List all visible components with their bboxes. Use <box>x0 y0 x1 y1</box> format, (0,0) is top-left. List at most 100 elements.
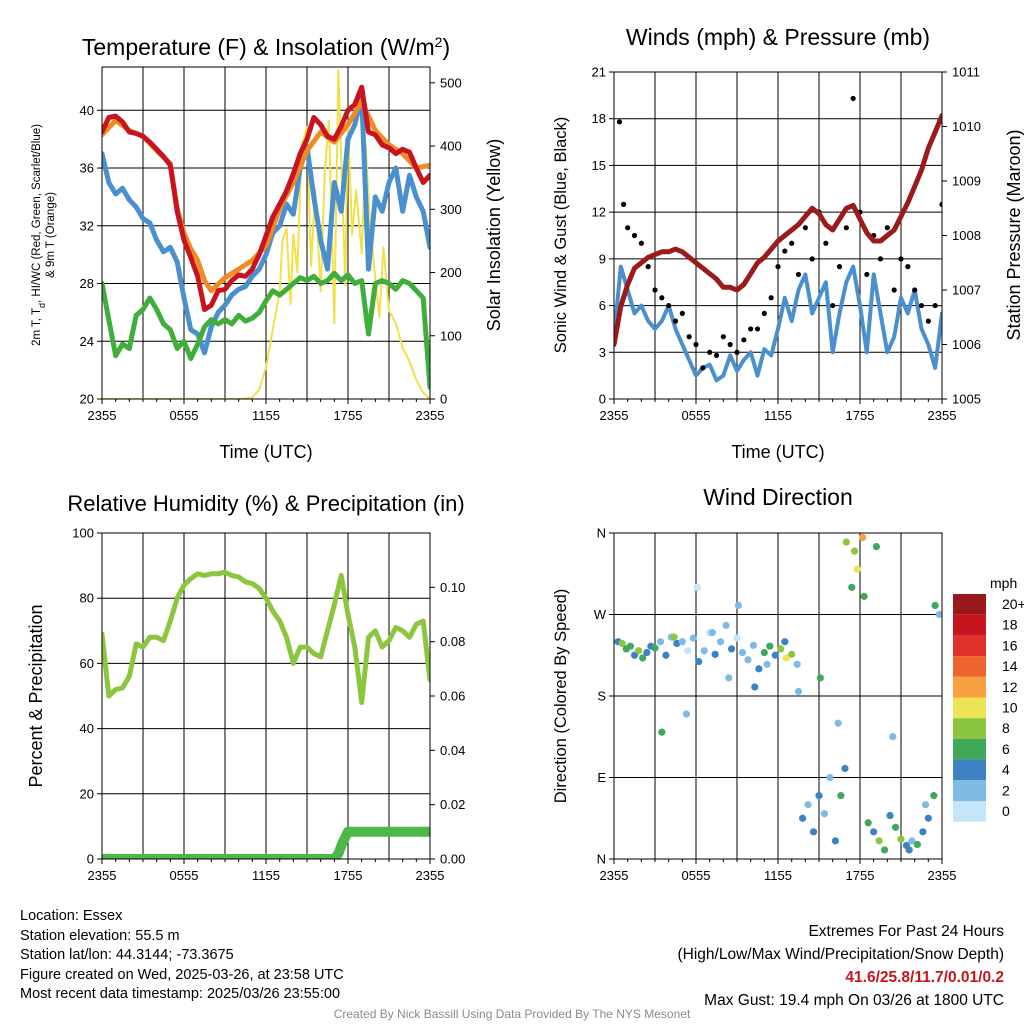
dir-ytick-label: S <box>597 689 606 704</box>
recent-data-timestamp: Most recent data timestamp: 2025/03/26 2… <box>20 986 341 1002</box>
legend-label: 18 <box>1002 617 1018 633</box>
dewpoint-line <box>102 270 430 390</box>
temp-y2tick-label: 100 <box>440 328 462 343</box>
extremes-info: Extremes For Past 24 Hours (High/Low/Max… <box>678 920 1005 1012</box>
temp-ytick-label: 20 <box>80 392 94 407</box>
temperature-2m-line <box>102 84 430 312</box>
legend-swatch <box>953 801 986 822</box>
temp-ytick-label: 40 <box>80 103 94 118</box>
temp-xtick-label: 2355 <box>88 408 117 423</box>
direction-point <box>831 837 840 845</box>
legend-label: 16 <box>1002 637 1018 653</box>
direction-point <box>922 801 930 809</box>
rh-y2tick-label: 0.04 <box>440 743 465 758</box>
direction-point <box>782 654 790 662</box>
dir-ytick-label: W <box>594 607 607 622</box>
gust-point <box>925 318 931 324</box>
gust-point <box>659 295 665 301</box>
gust-point <box>782 248 788 254</box>
gust-point <box>748 326 754 332</box>
temperature-panel: Temperature (F) & Insolation (W/m2) 20 24… <box>31 34 504 462</box>
legend-swatch <box>953 697 986 719</box>
direction-point <box>781 638 789 646</box>
direction-point <box>859 533 867 542</box>
direction-point <box>820 810 829 818</box>
relative-humidity-line <box>102 569 430 705</box>
rh-ytick-label: 0 <box>87 852 94 867</box>
rh-frame <box>101 532 431 860</box>
direction-left-ylabel: Direction (Colored By Speed) <box>552 589 570 804</box>
rh-xtick-label: 1155 <box>252 868 280 883</box>
rh-y2tick-label: 0.06 <box>440 689 465 704</box>
direction-point <box>816 674 824 682</box>
wind-xtick-label: 1155 <box>764 408 792 423</box>
max-gust: Max Gust: 19.4 mph On 03/26 at 1800 UTC <box>704 992 1004 1009</box>
direction-point <box>809 828 818 836</box>
direction-point <box>850 547 859 555</box>
clipped-series <box>614 533 942 854</box>
dir-ytick-label: N <box>597 526 606 541</box>
wind-frame <box>613 71 943 400</box>
wind-y2tick-label: 1007 <box>952 283 981 298</box>
direction-point <box>908 837 916 845</box>
legend-label: 4 <box>1002 762 1010 778</box>
direction-point <box>924 814 932 822</box>
temp-y2tick-label: 500 <box>440 75 462 90</box>
humidity-left-ylabel: Percent & Precipitation <box>26 604 46 787</box>
legend-label: 14 <box>1002 658 1018 674</box>
temperature-left-ylabel-line2: & 9m T (Orange) <box>45 192 57 278</box>
extremes-heading: Extremes For Past 24 Hours <box>808 923 1004 940</box>
wind-ytick-label: 3 <box>599 345 606 360</box>
gust-point <box>631 232 638 239</box>
direction-point <box>651 644 659 652</box>
temp-y2tick-label: 300 <box>440 202 462 217</box>
station-elevation: Station elevation: 55.5 m <box>20 927 180 944</box>
temp-y2tick-label: 0 <box>440 392 447 407</box>
dir-xtick-label: 2355 <box>600 868 629 883</box>
gust-point <box>693 341 699 348</box>
direction-point <box>658 728 666 736</box>
gust-point <box>823 240 829 246</box>
direction-point <box>788 650 796 658</box>
direction-point <box>670 633 678 641</box>
direction-point <box>693 583 701 591</box>
legend-label: 6 <box>1002 741 1010 757</box>
direction-point <box>689 634 697 642</box>
gust-point <box>836 264 843 270</box>
gust-point <box>912 287 918 293</box>
direction-point <box>897 835 905 843</box>
wind-ytick-label: 12 <box>592 205 606 220</box>
rh-y2tick-label: 0.10 <box>440 580 465 595</box>
wind-xtick-label: 2355 <box>600 408 629 423</box>
direction-point <box>656 638 665 646</box>
wind-y2tick-label: 1010 <box>952 119 981 134</box>
wind-xtick-label: 0555 <box>682 408 711 423</box>
rh-xtick-label: 0555 <box>170 868 199 883</box>
rh-xtick-label: 2355 <box>416 868 445 883</box>
rh-xtick-label: 2355 <box>88 868 117 883</box>
humidity-panel: Relative Humidity (%) & Precipitation (i… <box>26 491 465 883</box>
wind-xlabel: Time (UTC) <box>731 442 824 462</box>
rh-ytick-label: 60 <box>80 656 94 671</box>
wind-xtick-label: 2355 <box>928 408 957 423</box>
direction-point <box>708 629 717 637</box>
gust-point <box>672 318 679 324</box>
temperature-left-ylabel: 2m T, Td, HI/WC (Red, Green, Scarlet/Blu… <box>31 124 47 346</box>
direction-point <box>837 792 845 800</box>
station-info: Location: Essex Station elevation: 55.5 … <box>20 907 344 1005</box>
rh-ytick-label: 40 <box>80 721 94 736</box>
gust-point <box>939 201 942 207</box>
gust-point <box>679 310 685 316</box>
heat-index-wind-chill-line <box>102 93 430 356</box>
direction-point <box>875 837 883 845</box>
gust-point <box>905 264 911 270</box>
clipped-series <box>102 569 430 859</box>
direction-point <box>760 648 768 657</box>
temp-xtick-label: 2355 <box>416 408 445 423</box>
gust-point <box>754 326 761 332</box>
gust-point <box>802 225 808 231</box>
